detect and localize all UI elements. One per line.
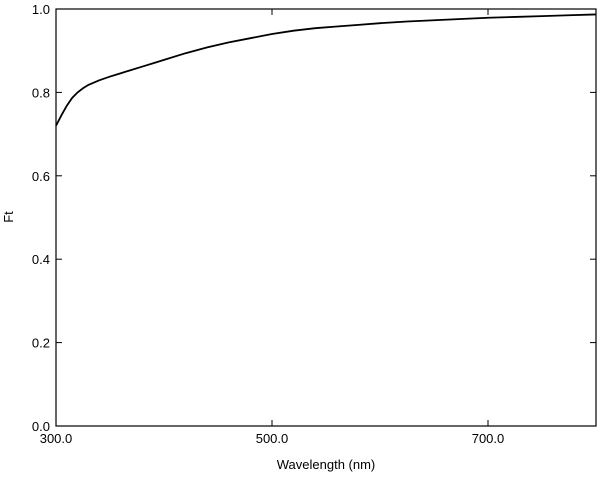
- x-tick-label: 300.0: [40, 431, 73, 446]
- x-axis-ticks: 300.0 500.0 700.0: [40, 9, 505, 446]
- y-tick-label: 0.4: [32, 252, 50, 267]
- series-line: [55, 13, 597, 127]
- x-tick-label: 700.0: [472, 431, 505, 446]
- y-tick-label: 1.0: [32, 2, 50, 17]
- plot-frame: [55, 8, 597, 427]
- y-axis-label: Ft: [1, 211, 16, 223]
- x-axis-label: Wavelength (nm): [277, 457, 376, 472]
- y-tick-label: 0.2: [32, 336, 50, 351]
- y-tick-label: 0.6: [32, 169, 50, 184]
- x-tick-label: 500.0: [256, 431, 289, 446]
- y-tick-label: 0.0: [32, 419, 50, 434]
- y-axis-ticks: 0.0 0.2 0.4 0.6 0.8 1.0: [32, 2, 596, 434]
- y-tick-label: 0.8: [32, 85, 50, 100]
